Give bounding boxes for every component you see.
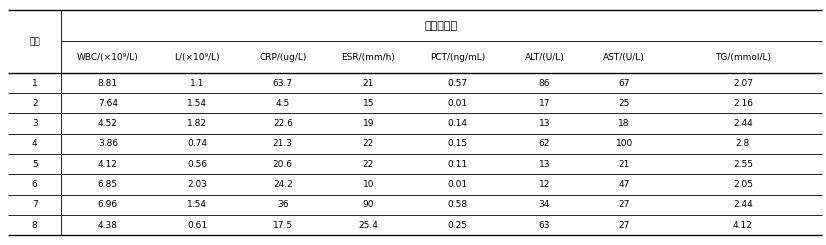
- Text: 4.12: 4.12: [733, 220, 752, 230]
- Text: 67: 67: [619, 79, 630, 87]
- Text: 4.12: 4.12: [98, 160, 118, 169]
- Text: 6.96: 6.96: [97, 200, 118, 209]
- Text: 21: 21: [363, 79, 374, 87]
- Text: 1.82: 1.82: [188, 119, 207, 128]
- Text: 4: 4: [32, 139, 37, 148]
- Text: 0.14: 0.14: [448, 119, 468, 128]
- Text: 27: 27: [619, 220, 630, 230]
- Text: 62: 62: [539, 139, 550, 148]
- Text: 17: 17: [539, 99, 550, 108]
- Text: 13: 13: [539, 119, 550, 128]
- Text: 2.44: 2.44: [733, 119, 752, 128]
- Text: 5: 5: [32, 160, 37, 169]
- Text: 0.74: 0.74: [188, 139, 207, 148]
- Text: 47: 47: [619, 180, 630, 189]
- Text: 0.56: 0.56: [188, 160, 207, 169]
- Text: 27: 27: [619, 200, 630, 209]
- Text: 2.55: 2.55: [733, 160, 753, 169]
- Text: 90: 90: [363, 200, 374, 209]
- Text: TG/(mmol/L): TG/(mmol/L): [715, 53, 771, 62]
- Text: 24.2: 24.2: [273, 180, 292, 189]
- Text: 36: 36: [277, 200, 288, 209]
- Text: 0.58: 0.58: [448, 200, 468, 209]
- Text: 10: 10: [363, 180, 374, 189]
- Text: WBC/(×10⁹/L): WBC/(×10⁹/L): [77, 53, 139, 62]
- Text: 0.57: 0.57: [448, 79, 468, 87]
- Text: 1.1: 1.1: [190, 79, 205, 87]
- Text: 0.11: 0.11: [448, 160, 468, 169]
- Text: L/(×10⁹/L): L/(×10⁹/L): [174, 53, 221, 62]
- Text: 63: 63: [539, 220, 550, 230]
- Text: 2.03: 2.03: [188, 180, 207, 189]
- Text: ESR/(mm/h): ESR/(mm/h): [341, 53, 395, 62]
- Text: 6.85: 6.85: [97, 180, 118, 189]
- Text: 21: 21: [619, 160, 630, 169]
- Text: 19: 19: [363, 119, 374, 128]
- Text: 20.6: 20.6: [273, 160, 293, 169]
- Text: 0.01: 0.01: [448, 180, 468, 189]
- Text: CRP/(ug/L): CRP/(ug/L): [259, 53, 306, 62]
- Text: 63.7: 63.7: [273, 79, 293, 87]
- Text: 18: 18: [619, 119, 630, 128]
- Text: 1: 1: [32, 79, 37, 87]
- Text: 0.61: 0.61: [188, 220, 207, 230]
- Text: 86: 86: [539, 79, 550, 87]
- Text: 22.6: 22.6: [273, 119, 292, 128]
- Text: 12: 12: [539, 180, 550, 189]
- Text: 2: 2: [32, 99, 37, 108]
- Text: 2.8: 2.8: [736, 139, 750, 148]
- Text: 15: 15: [363, 99, 374, 108]
- Text: 25.4: 25.4: [358, 220, 378, 230]
- Text: 7: 7: [32, 200, 37, 209]
- Text: 3: 3: [32, 119, 37, 128]
- Text: 7.64: 7.64: [98, 99, 118, 108]
- Text: 17.5: 17.5: [273, 220, 293, 230]
- Text: 4.38: 4.38: [98, 220, 118, 230]
- Text: 0.15: 0.15: [448, 139, 468, 148]
- Text: 病例: 病例: [30, 37, 40, 46]
- Text: AST/(U/L): AST/(U/L): [603, 53, 645, 62]
- Text: 4.5: 4.5: [276, 99, 290, 108]
- Text: 34: 34: [539, 200, 550, 209]
- Text: 25: 25: [619, 99, 630, 108]
- Text: 100: 100: [615, 139, 633, 148]
- Text: 2.07: 2.07: [733, 79, 753, 87]
- Text: 22: 22: [363, 139, 374, 148]
- Text: 8.81: 8.81: [97, 79, 118, 87]
- Text: 1.54: 1.54: [188, 99, 207, 108]
- Text: 4.52: 4.52: [98, 119, 118, 128]
- Text: 0.25: 0.25: [448, 220, 468, 230]
- Text: 0.01: 0.01: [448, 99, 468, 108]
- Text: 2.05: 2.05: [733, 180, 753, 189]
- Text: ALT/(U/L): ALT/(U/L): [525, 53, 564, 62]
- Text: 22: 22: [363, 160, 374, 169]
- Text: 3.86: 3.86: [97, 139, 118, 148]
- Text: 8: 8: [32, 220, 37, 230]
- Text: 实验室检查: 实验室检查: [425, 21, 458, 31]
- Text: 1.54: 1.54: [188, 200, 207, 209]
- Text: 2.44: 2.44: [733, 200, 752, 209]
- Text: 21.3: 21.3: [273, 139, 293, 148]
- Text: 2.16: 2.16: [733, 99, 753, 108]
- Text: 13: 13: [539, 160, 550, 169]
- Text: PCT/(ng/mL): PCT/(ng/mL): [430, 53, 486, 62]
- Text: 6: 6: [32, 180, 37, 189]
